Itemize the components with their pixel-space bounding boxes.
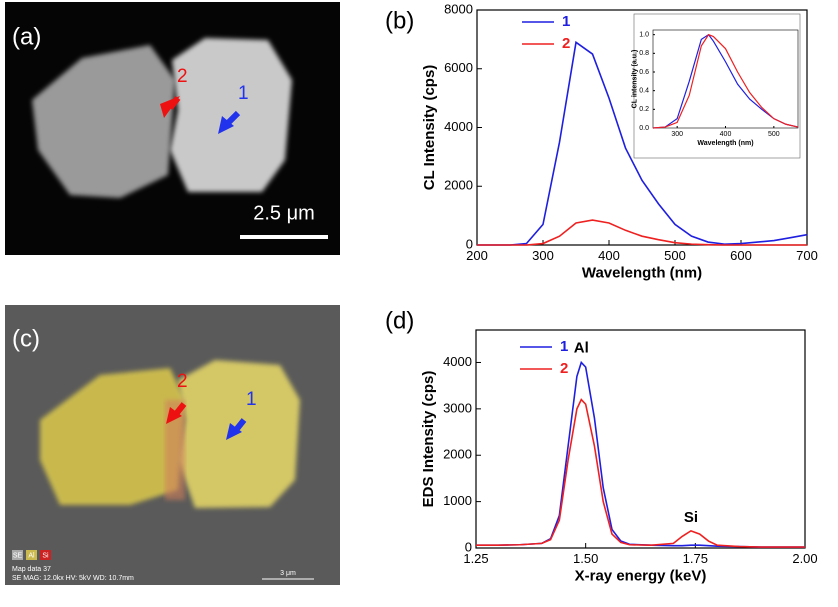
footer-text: Map data 37 <box>12 566 51 573</box>
y-axis-title: CL Intensity (cps) <box>421 65 438 191</box>
legend-label: 1 <box>562 13 570 30</box>
legend-label: 2 <box>562 35 570 52</box>
y-tick-label: 0.4 <box>639 88 649 95</box>
x-tick-label: 400 <box>598 248 620 263</box>
y-tick-label: 4000 <box>443 354 472 369</box>
badge: SE <box>13 552 23 559</box>
y-tick-label: 6000 <box>444 60 473 75</box>
panel-label: (d) <box>385 307 414 334</box>
x-tick-label: 300 <box>532 248 554 263</box>
x-tick-label: 300 <box>671 131 683 138</box>
x-tick-label: 200 <box>466 248 488 263</box>
y-tick-label: 0.6 <box>639 69 649 76</box>
x-tick-label: 1.50 <box>573 551 598 566</box>
sem-image-a: (a) 2 1 2.5 μm <box>5 2 340 255</box>
panel-label: (b) <box>385 7 414 34</box>
y-tick-label: 2000 <box>443 447 472 462</box>
marker-label: 2 <box>177 371 188 392</box>
x-tick-label: 400 <box>720 131 732 138</box>
y-axis-title: CL intensity (a.u.) <box>632 50 639 109</box>
y-tick-label: 0 <box>465 539 472 554</box>
series-line <box>477 219 807 246</box>
panel-label: (a) <box>12 23 41 50</box>
x-tick-label: 1.25 <box>463 551 488 566</box>
y-tick-label: 2000 <box>444 178 473 193</box>
x-tick-label: 500 <box>768 131 780 138</box>
x-tick-label: 700 <box>796 248 818 263</box>
sem-image-c: (c) 2 1 SE Al Si Map data 37 SE MAG: 12.… <box>5 305 340 585</box>
y-tick-label: 1000 <box>443 493 472 508</box>
x-axis-title: X-ray energy (keV) <box>575 568 707 585</box>
x-tick-label: 500 <box>664 248 686 263</box>
legend-label: 2 <box>560 360 568 377</box>
marker-label: 1 <box>238 83 249 104</box>
y-tick-label: 4000 <box>444 119 473 134</box>
x-tick-label: 1.75 <box>683 551 708 566</box>
plot-frame <box>475 329 806 549</box>
x-axis-title: Wavelength (nm) <box>582 265 702 282</box>
series-line <box>652 33 799 129</box>
badge: Al <box>28 552 35 559</box>
footer-text: SE MAG: 12.0kx HV: 5kV WD: 10.7mm <box>12 575 134 582</box>
inset-frame <box>633 13 801 159</box>
y-tick-label: 8000 <box>444 1 473 16</box>
scale-bar-label: 2.5 μm <box>253 202 315 224</box>
x-axis-title: Wavelength (nm) <box>697 140 753 147</box>
badge: Si <box>42 552 49 559</box>
y-tick-label: 1.0 <box>639 32 649 39</box>
y-tick-label: 0.2 <box>639 106 649 113</box>
scale-bar-label: 3 μm <box>280 570 296 577</box>
series-line <box>477 40 808 246</box>
marker-label: 1 <box>246 389 257 410</box>
peak-annotation: Al <box>574 340 589 357</box>
panel-label: (c) <box>12 325 40 352</box>
legend-label: 1 <box>560 338 568 355</box>
x-tick-label: 600 <box>730 248 752 263</box>
series-line <box>476 360 805 548</box>
y-tick-label: 3000 <box>443 400 472 415</box>
y-tick-label: 0 <box>466 236 473 251</box>
x-tick-label: 2.00 <box>792 551 817 566</box>
peak-annotation: Si <box>684 509 698 526</box>
series-line <box>476 398 805 548</box>
marker-label: 2 <box>177 66 188 87</box>
y-tick-label: 0.8 <box>639 50 649 57</box>
y-axis-title: EDS Intensity (cps) <box>420 371 437 508</box>
y-tick-label: 0.0 <box>639 125 649 132</box>
